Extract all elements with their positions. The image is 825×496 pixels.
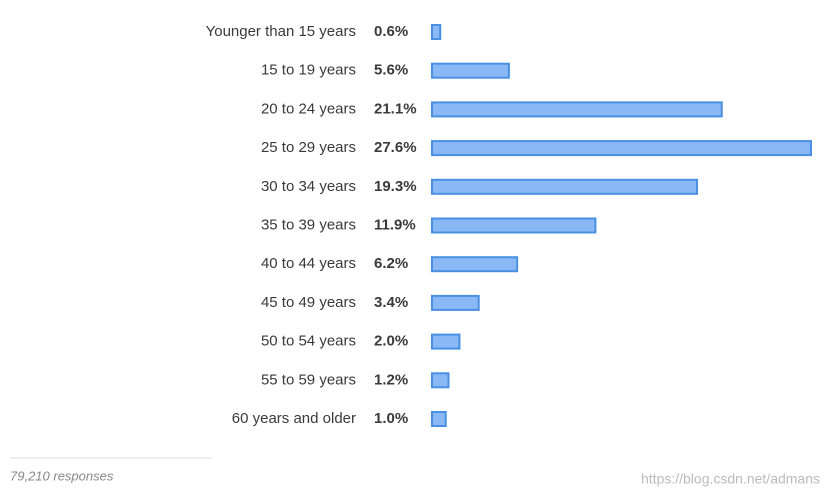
bar — [431, 256, 519, 273]
value-label: 1.0% — [374, 410, 408, 427]
value-label: 21.1% — [374, 100, 417, 117]
value-label: 19.3% — [374, 178, 417, 195]
category-label: Younger than 15 years — [206, 23, 356, 40]
bar — [431, 101, 723, 118]
bar — [431, 217, 597, 234]
value-label: 5.6% — [374, 62, 408, 79]
value-label: 3.4% — [374, 294, 408, 311]
category-label: 15 to 19 years — [261, 62, 356, 79]
bar — [431, 372, 450, 389]
bar — [431, 333, 461, 350]
category-label: 35 to 39 years — [261, 216, 356, 233]
bar — [431, 140, 812, 157]
bar — [431, 62, 510, 79]
value-label: 11.9% — [374, 216, 416, 233]
footnote: 79,210 responses — [10, 468, 114, 483]
category-label: 20 to 24 years — [261, 100, 356, 117]
value-label: 6.2% — [374, 255, 408, 272]
category-label: 40 to 44 years — [261, 255, 356, 272]
value-label: 27.6% — [374, 139, 417, 156]
watermark: https://blog.csdn.net/admans — [641, 471, 820, 487]
category-label: 55 to 59 years — [261, 371, 356, 388]
value-label: 2.0% — [374, 333, 408, 350]
category-label: 45 to 49 years — [261, 294, 356, 311]
category-label: 30 to 34 years — [261, 178, 356, 195]
value-label: 1.2% — [374, 371, 408, 388]
bar — [431, 24, 442, 40]
category-label: 25 to 29 years — [261, 139, 356, 156]
bar — [431, 411, 447, 427]
category-label: 50 to 54 years — [261, 333, 356, 350]
category-label: 60 years and older — [232, 410, 356, 427]
bar — [431, 178, 699, 195]
bar — [431, 294, 480, 311]
value-label: 0.6% — [374, 23, 408, 40]
